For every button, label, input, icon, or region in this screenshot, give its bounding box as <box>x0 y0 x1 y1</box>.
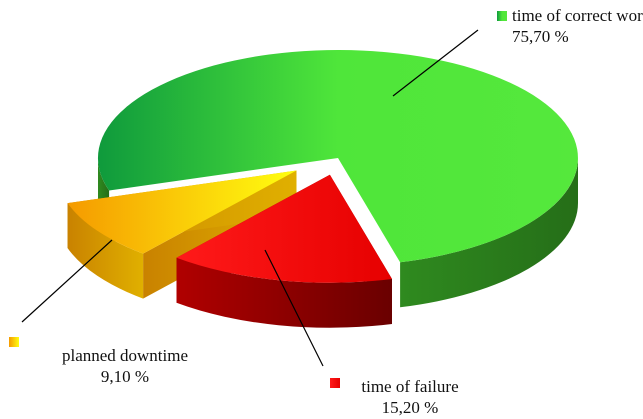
slice-wall <box>176 257 392 328</box>
slice <box>97 49 578 263</box>
legend-swatch <box>497 11 507 21</box>
leader-line <box>264 249 324 367</box>
slice <box>176 174 392 283</box>
slice-label: time of failure 15,20 % <box>340 376 480 418</box>
category-label: time of correct work <box>512 6 643 25</box>
slice-wall <box>400 158 578 308</box>
value-label: 9,10 % <box>100 367 150 386</box>
category-label: time of failure <box>361 377 459 396</box>
value-label: 15,20 % <box>381 398 439 417</box>
slice-label: planned downtime 9,10 % <box>30 345 220 387</box>
leader-line <box>392 29 479 97</box>
category-label: planned downtime <box>61 346 189 365</box>
legend-swatch <box>330 378 340 388</box>
legend-swatch <box>9 337 19 347</box>
leader-line <box>21 239 113 323</box>
slice-label: time of correct work 75,70 % <box>512 5 643 47</box>
slice <box>67 170 297 254</box>
value-label: 75,70 % <box>512 27 569 46</box>
slice-wall <box>67 203 144 299</box>
